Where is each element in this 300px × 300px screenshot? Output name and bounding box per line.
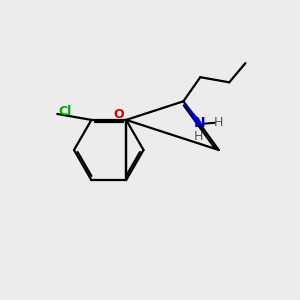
Text: Cl: Cl	[58, 105, 71, 119]
Text: H: H	[214, 116, 223, 129]
Text: H: H	[193, 130, 203, 143]
Text: N: N	[194, 116, 205, 130]
Text: O: O	[114, 108, 124, 121]
